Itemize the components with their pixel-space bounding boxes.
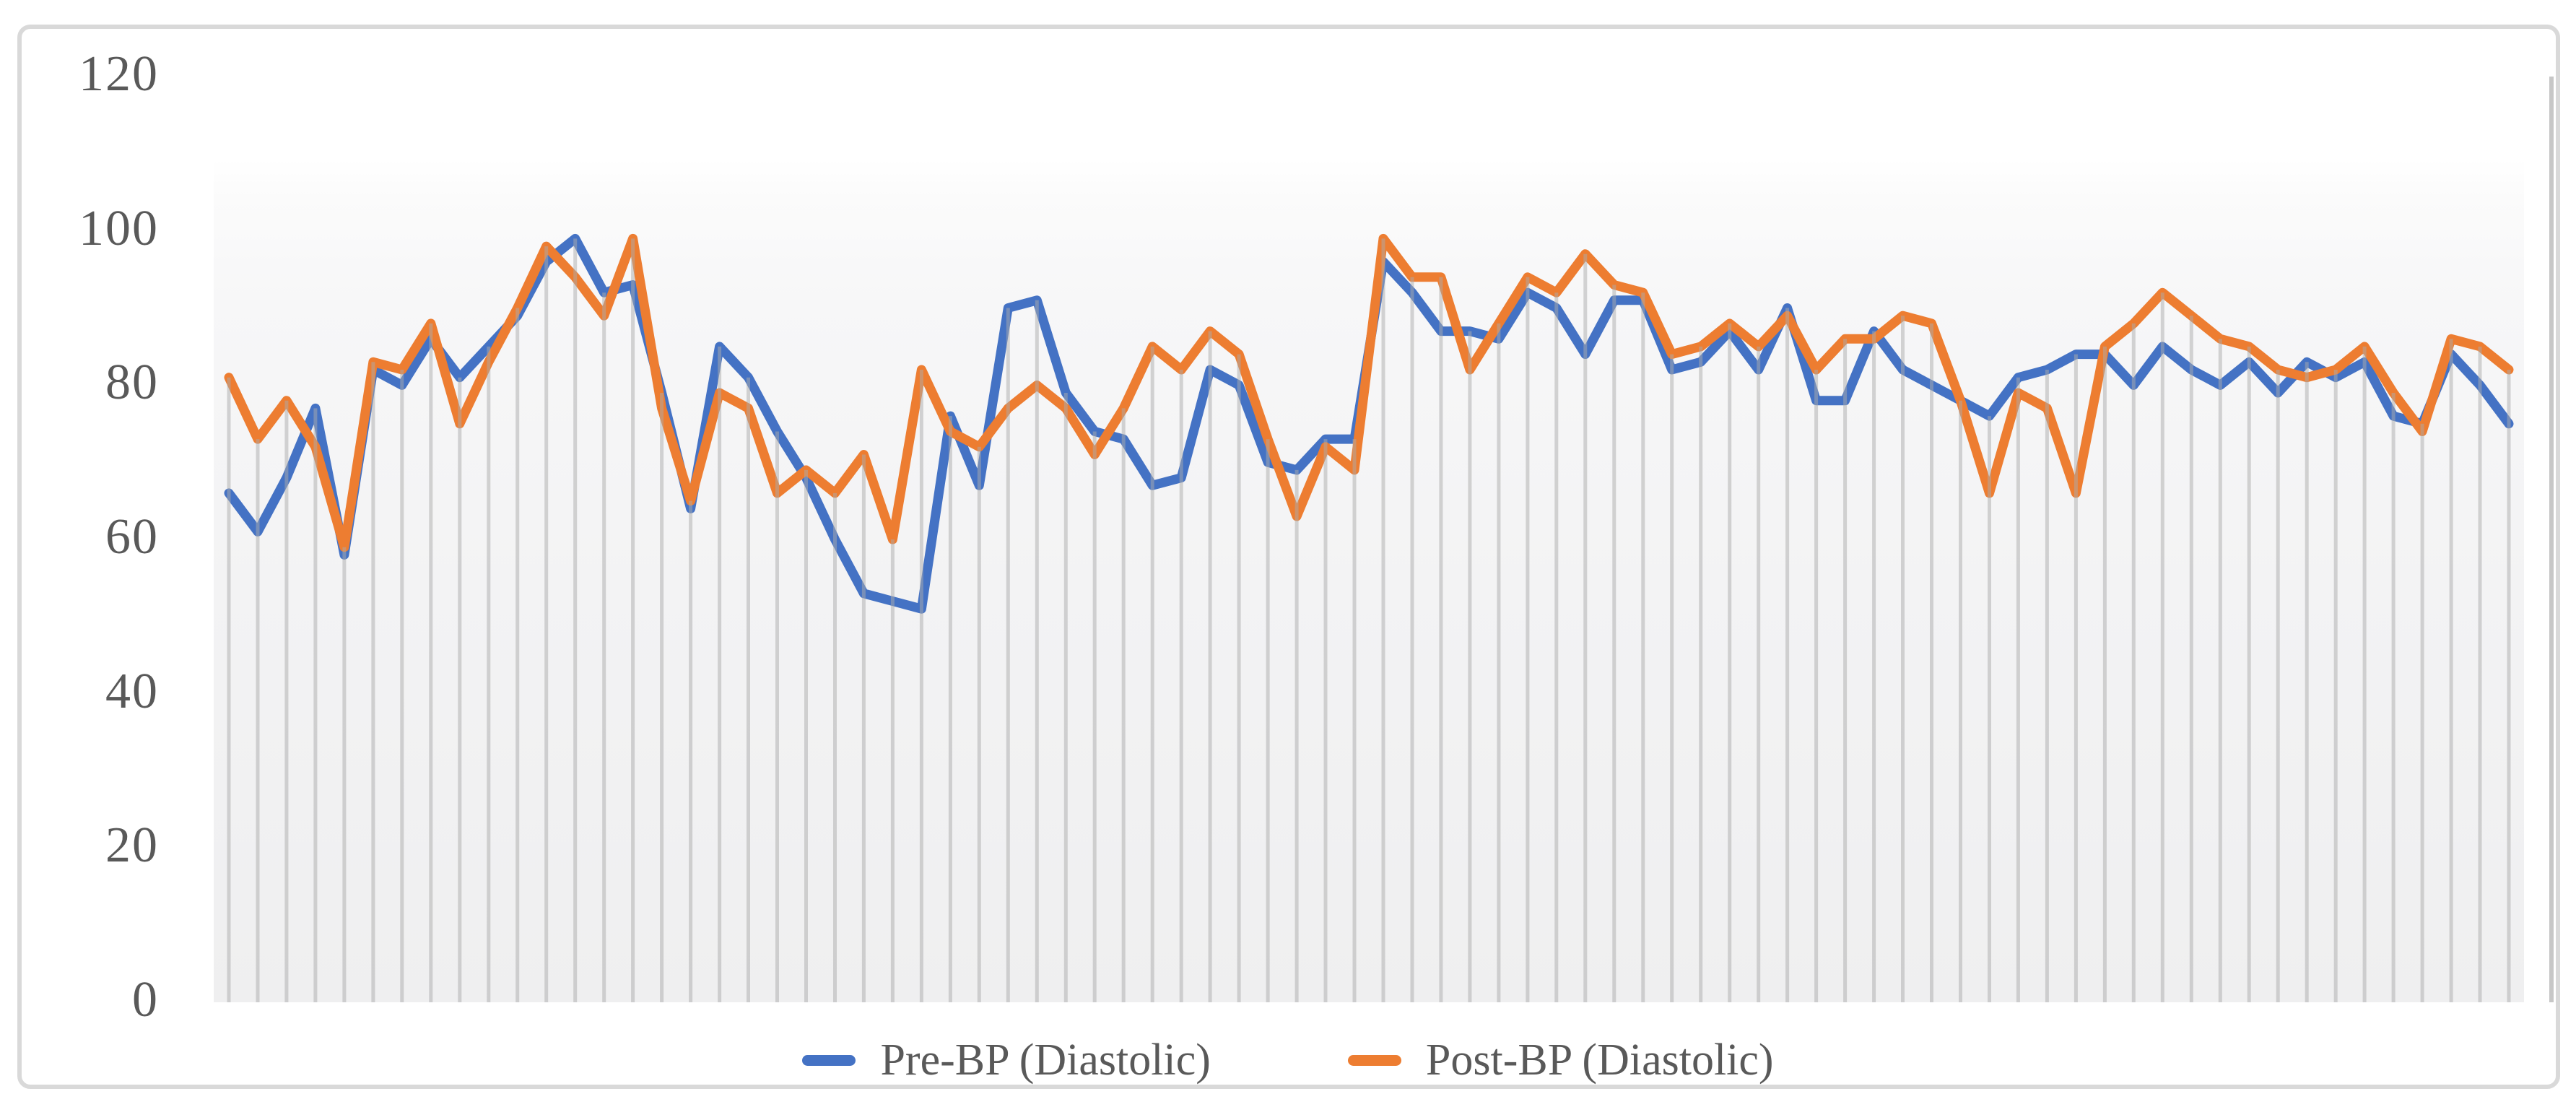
legend-item-post: Post-BP (Diastolic) <box>1347 1035 1774 1086</box>
y-axis-tick-label: 120 <box>79 45 159 102</box>
plot-area-background <box>214 77 2524 1002</box>
y-axis-tick-label: 0 <box>132 971 159 1028</box>
post-bp-line <box>224 233 2514 552</box>
chart-border <box>17 25 2560 1089</box>
y-axis-tick-label: 40 <box>105 663 159 719</box>
y-axis-tick-label: 100 <box>79 200 159 256</box>
legend-swatch-pre-icon <box>802 1054 856 1066</box>
legend: Pre-BP (Diastolic) Post-BP (Diastolic) <box>0 1031 2576 1089</box>
legend-label-post: Post-BP (Diastolic) <box>1425 1035 1774 1085</box>
drop-lines <box>227 238 2511 1002</box>
y-axis-tick-label: 60 <box>105 508 159 565</box>
legend-label-pre: Pre-BP (Diastolic) <box>880 1035 1211 1085</box>
legend-item-pre: Pre-BP (Diastolic) <box>802 1035 1211 1086</box>
y-axis-tick-label: 20 <box>105 817 159 874</box>
legend-swatch-post-icon <box>1347 1054 1401 1066</box>
y-axis-tick-label: 80 <box>105 355 159 411</box>
